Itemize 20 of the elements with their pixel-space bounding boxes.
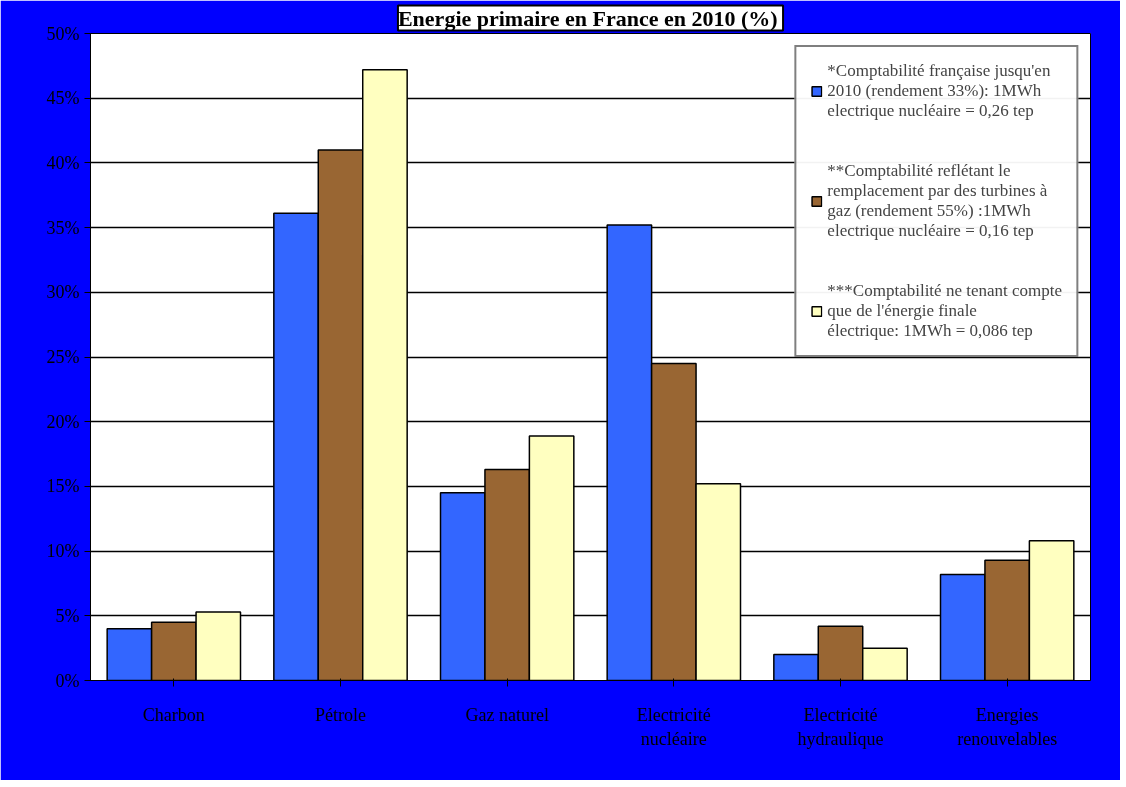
x-tick-label: Electricité hydraulique: [797, 704, 884, 749]
y-tick-label: 50%: [46, 23, 80, 44]
y-tick-label: 40%: [46, 152, 80, 173]
y-tick-label: 15%: [46, 476, 80, 497]
y-tick-label: 0%: [55, 670, 80, 691]
x-tick-label: Charbon: [142, 704, 205, 725]
x-tick-label: Electricité nucléaire: [636, 704, 711, 749]
legend-label: **Comptabilité reflétant le remplacement par des turbines à gaz (rendement 55%) :1MWh electrique nucléaire = 0,16 tep: [827, 161, 1048, 241]
y-tick-label: 35%: [46, 217, 80, 238]
x-tick-label: Pétrole: [315, 704, 367, 725]
y-tick-label: 30%: [46, 282, 80, 303]
y-tick-label: 20%: [46, 411, 80, 432]
legend-label: ***Comptabilité ne tenant compte que de l'énergie finale électrique: 1MWh = 0,086 tep: [827, 281, 1062, 341]
y-tick-label: 25%: [46, 347, 80, 367]
y-tick-label: 5%: [55, 605, 80, 626]
y-tick-label: 10%: [46, 541, 80, 562]
y-tick-label: 45%: [46, 88, 80, 109]
x-tick-label: Gaz naturel: [465, 704, 549, 725]
legend-label: *Comptabilité française jusqu'en 2010 (rendement 33%): 1MWh electrique nucléaire = 0,26 tep: [827, 61, 1051, 121]
x-tick-label: Energies renouvelables: [957, 704, 1058, 749]
